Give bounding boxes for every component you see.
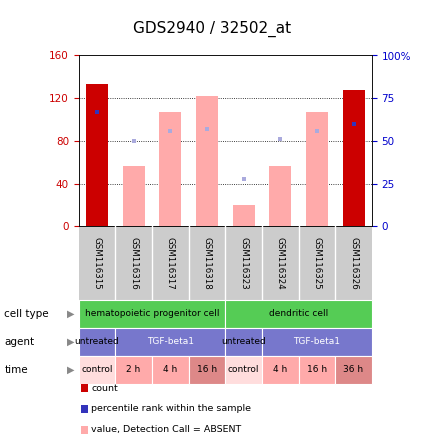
Text: GSM116315: GSM116315	[93, 237, 102, 289]
Bar	[343, 90, 365, 226]
Text: ▶: ▶	[67, 309, 74, 319]
Text: GSM116325: GSM116325	[312, 237, 321, 289]
Text: cell type: cell type	[4, 309, 49, 319]
Text: hematopoietic progenitor cell: hematopoietic progenitor cell	[85, 309, 219, 318]
Text: 36 h: 36 h	[343, 365, 364, 374]
Bar	[269, 166, 291, 226]
Text: GSM116326: GSM116326	[349, 237, 358, 289]
Bar	[122, 166, 144, 226]
Text: 4 h: 4 h	[273, 365, 287, 374]
Text: dendritic cell: dendritic cell	[269, 309, 328, 318]
Text: control: control	[81, 365, 113, 374]
Text: count: count	[91, 384, 118, 392]
Text: GDS2940 / 32502_at: GDS2940 / 32502_at	[133, 21, 292, 37]
Text: value, Detection Call = ABSENT: value, Detection Call = ABSENT	[91, 425, 242, 434]
Text: 16 h: 16 h	[307, 365, 327, 374]
Text: untreated: untreated	[221, 337, 266, 346]
Text: 2 h: 2 h	[127, 365, 141, 374]
Text: ▶: ▶	[67, 365, 74, 375]
Text: percentile rank within the sample: percentile rank within the sample	[91, 404, 251, 413]
Text: 4 h: 4 h	[163, 365, 177, 374]
Text: agent: agent	[4, 337, 34, 347]
Text: GSM116318: GSM116318	[202, 237, 211, 289]
Text: TGF-beta1: TGF-beta1	[293, 337, 340, 346]
Bar	[86, 84, 108, 226]
Text: time: time	[4, 365, 28, 375]
Text: ▶: ▶	[67, 337, 74, 347]
Bar	[196, 96, 218, 226]
Text: GSM116323: GSM116323	[239, 237, 248, 289]
Text: control: control	[228, 365, 259, 374]
Bar	[232, 205, 255, 226]
Text: untreated: untreated	[74, 337, 119, 346]
Bar	[306, 112, 328, 226]
Text: GSM116317: GSM116317	[166, 237, 175, 289]
Text: GSM116324: GSM116324	[276, 237, 285, 289]
Text: 16 h: 16 h	[197, 365, 217, 374]
Text: TGF-beta1: TGF-beta1	[147, 337, 194, 346]
Text: GSM116316: GSM116316	[129, 237, 138, 289]
Bar	[159, 112, 181, 226]
